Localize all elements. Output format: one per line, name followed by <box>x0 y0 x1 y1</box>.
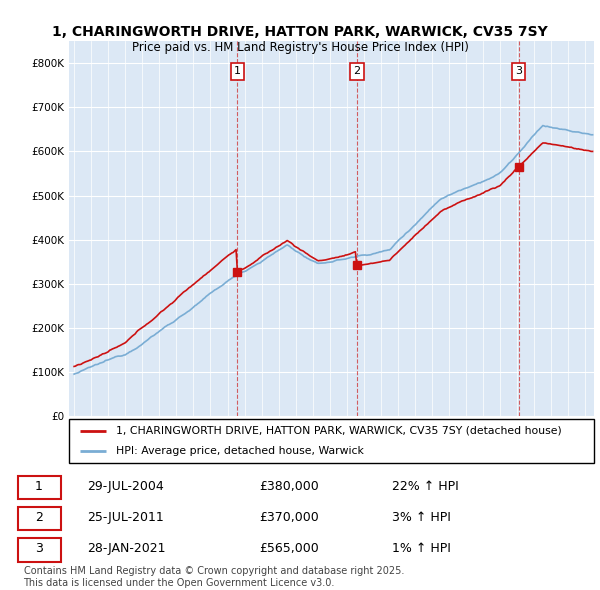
Text: HPI: Average price, detached house, Warwick: HPI: Average price, detached house, Warw… <box>116 446 364 456</box>
Text: 1% ↑ HPI: 1% ↑ HPI <box>392 542 451 555</box>
Text: Price paid vs. HM Land Registry's House Price Index (HPI): Price paid vs. HM Land Registry's House … <box>131 41 469 54</box>
Text: 22% ↑ HPI: 22% ↑ HPI <box>392 480 459 493</box>
Text: 1, CHARINGWORTH DRIVE, HATTON PARK, WARWICK, CV35 7SY (detached house): 1, CHARINGWORTH DRIVE, HATTON PARK, WARW… <box>116 426 562 436</box>
FancyBboxPatch shape <box>18 476 61 499</box>
Text: 3: 3 <box>515 66 522 76</box>
FancyBboxPatch shape <box>69 419 594 463</box>
Text: £565,000: £565,000 <box>260 542 319 555</box>
Text: 2: 2 <box>35 511 43 525</box>
Text: £370,000: £370,000 <box>260 511 319 525</box>
Text: £380,000: £380,000 <box>260 480 319 493</box>
Text: 1: 1 <box>234 66 241 76</box>
Text: 3: 3 <box>35 542 43 555</box>
Text: 2: 2 <box>353 66 360 76</box>
Text: 3% ↑ HPI: 3% ↑ HPI <box>392 511 451 525</box>
Text: 1, CHARINGWORTH DRIVE, HATTON PARK, WARWICK, CV35 7SY: 1, CHARINGWORTH DRIVE, HATTON PARK, WARW… <box>52 25 548 40</box>
FancyBboxPatch shape <box>18 538 61 562</box>
Text: 25-JUL-2011: 25-JUL-2011 <box>87 511 164 525</box>
Text: 29-JUL-2004: 29-JUL-2004 <box>87 480 164 493</box>
Text: 1: 1 <box>35 480 43 493</box>
FancyBboxPatch shape <box>18 507 61 530</box>
Text: 28-JAN-2021: 28-JAN-2021 <box>87 542 166 555</box>
Text: Contains HM Land Registry data © Crown copyright and database right 2025.
This d: Contains HM Land Registry data © Crown c… <box>23 566 404 588</box>
